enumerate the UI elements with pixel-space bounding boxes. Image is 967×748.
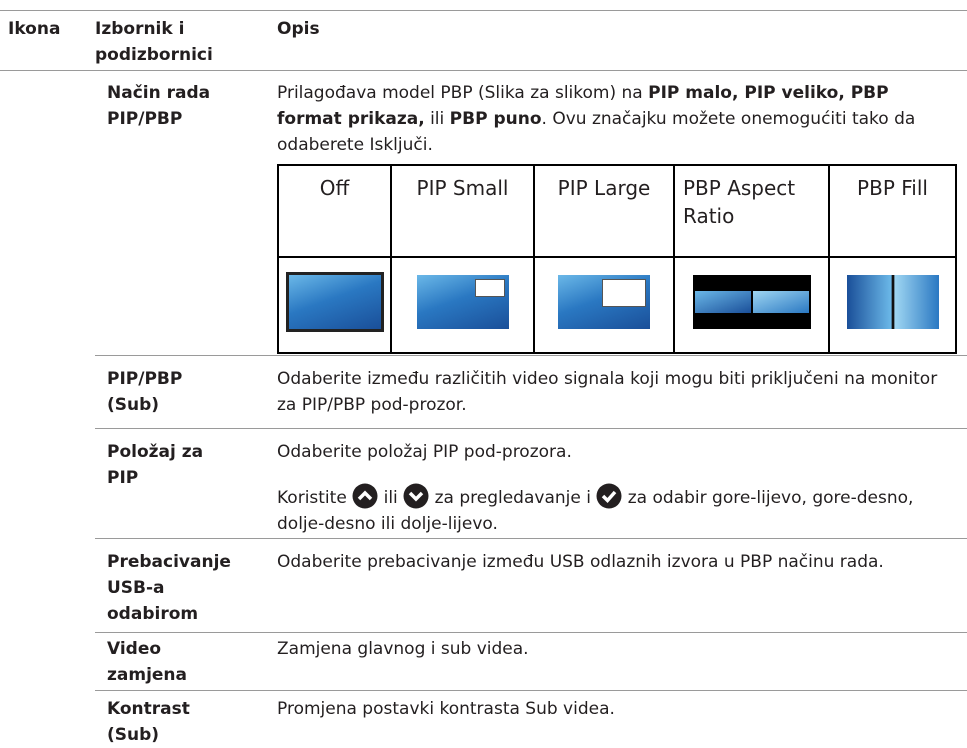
text: za odabir gore-lijevo, gore-desno, dolje…: [277, 488, 914, 534]
menu: Kontrast (Sub): [107, 696, 272, 748]
menu-line: Video: [107, 639, 162, 659]
menu: Video zamjena: [107, 636, 272, 688]
text: PIP malo, PIP veliko, PBP format prikaza…: [277, 83, 889, 129]
mode: PBP Aspect Ratio: [673, 164, 830, 258]
header-description: Opis: [277, 19, 320, 39]
menu-line: Prebacivanje: [107, 552, 231, 572]
screen: [692, 274, 811, 329]
description: Prilagođava model PBP (Slika za slikom) …: [277, 80, 957, 158]
description: Odaberite između različitih video signal…: [277, 369, 938, 415]
menu-line: PIP/PBP: [107, 369, 183, 389]
menu-line: Položaj za: [107, 442, 204, 462]
rule: [95, 690, 967, 691]
text: ili: [424, 109, 450, 129]
half: [752, 290, 809, 313]
description: Odaberite prebacivanje između USB odlazn…: [277, 552, 884, 572]
menu-line: PIP: [107, 468, 139, 488]
down-icon: [403, 483, 429, 509]
menu-line: Način rada: [107, 83, 211, 103]
rule: [95, 632, 967, 633]
rule: [95, 355, 967, 356]
screen: [416, 274, 509, 329]
header-icon: Ikona: [8, 19, 61, 39]
paragraph: Odaberite položaj PIP pod-prozora.: [277, 442, 572, 462]
mode-images: [277, 256, 957, 354]
text: Prilagođava model PBP (Slika za slikom) …: [277, 83, 649, 103]
menu-line: Kontrast: [107, 699, 190, 719]
menu: Položaj za PIP: [107, 439, 272, 491]
screen: [558, 274, 650, 329]
image-cell: [277, 256, 392, 354]
rule: [0, 70, 967, 71]
menu: Prebacivanje USB-a odabirom: [107, 549, 272, 627]
pip: [474, 278, 505, 297]
mode: PIP Small: [390, 164, 535, 258]
text: Koristite: [277, 488, 353, 508]
text: PBP puno: [449, 109, 542, 129]
menu: PIP/PBP (Sub): [107, 366, 272, 418]
menu-line: PIP/PBP: [107, 109, 183, 129]
screen: [285, 271, 384, 332]
text: . Ovu značajku možete onemogućiti tako d…: [277, 109, 916, 155]
mode: Off: [277, 164, 392, 258]
description: Odaberite položaj PIP pod-prozora. Koris…: [277, 439, 957, 537]
menu-line: zamjena: [107, 665, 188, 685]
mode: PBP Fill: [828, 164, 957, 258]
header-menu: Izbornik i podizbornici: [95, 19, 213, 65]
rule: [95, 538, 967, 539]
menu-line: odabirom: [107, 604, 199, 624]
mode-table: Off PIP Small PIP Large PBP Aspect Ratio…: [277, 164, 957, 354]
menu-line: USB-a: [107, 578, 165, 598]
image-cell: [390, 256, 535, 354]
description: Zamjena glavnog i sub videa.: [277, 639, 529, 659]
paragraph: Koristite ili za pregledavanje i za odab…: [277, 483, 957, 537]
pip: [602, 278, 646, 307]
check-icon: [596, 483, 622, 509]
mode-header: Off PIP Small PIP Large PBP Aspect Ratio…: [277, 164, 957, 258]
image-cell: [828, 256, 957, 354]
text: za pregledavanje i: [429, 488, 597, 508]
image-cell: [533, 256, 675, 354]
half: [694, 290, 751, 313]
screen: [846, 274, 939, 329]
menu: Način rada PIP/PBP: [107, 80, 272, 132]
image-cell: [673, 256, 830, 354]
text: ili: [378, 488, 404, 508]
menu-line: (Sub): [107, 395, 160, 415]
mode: PIP Large: [533, 164, 675, 258]
menu-line: (Sub): [107, 725, 160, 745]
description: Promjena postavki kontrasta Sub videa.: [277, 699, 615, 719]
rule: [0, 10, 967, 11]
up-icon: [352, 483, 378, 509]
rule: [95, 428, 967, 429]
